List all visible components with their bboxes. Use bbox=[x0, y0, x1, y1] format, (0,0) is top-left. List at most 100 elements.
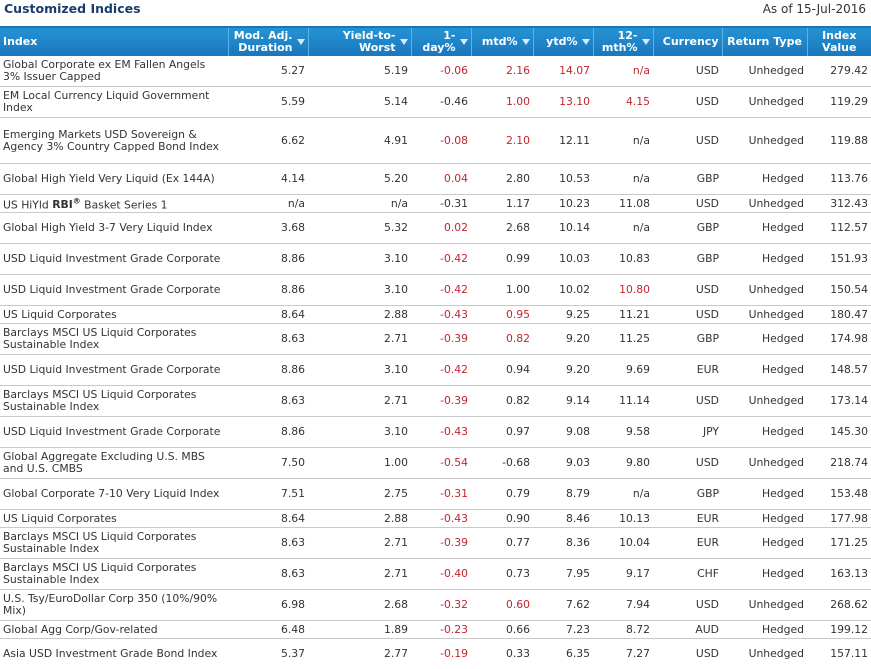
sort-triangle-icon[interactable] bbox=[642, 39, 650, 45]
cell-index-name[interactable]: Emerging Markets USD Sovereign & Agency … bbox=[0, 118, 228, 164]
table-row[interactable]: Global High Yield Very Liquid (Ex 144A)4… bbox=[0, 164, 871, 195]
cell-mtd: 0.66 bbox=[471, 621, 533, 639]
cell-index-name[interactable]: USD Liquid Investment Grade Corporate bbox=[0, 275, 228, 306]
cell-index-name[interactable]: Barclays MSCI US Liquid Corporates Susta… bbox=[0, 324, 228, 355]
cell-yield: 5.20 bbox=[308, 164, 411, 195]
sort-triangle-icon[interactable] bbox=[522, 39, 530, 45]
cell-return-type: Unhedged bbox=[722, 448, 807, 479]
col-header-12mth[interactable]: 12-mth% bbox=[593, 28, 653, 56]
cell-index-name[interactable]: Barclays MSCI US Liquid Corporates Susta… bbox=[0, 559, 228, 590]
cell-12mth: 7.27 bbox=[593, 639, 653, 669]
cell-index-name[interactable]: Barclays MSCI US Liquid Corporates Susta… bbox=[0, 528, 228, 559]
cell-index-name[interactable]: Global Corporate 7-10 Very Liquid Index bbox=[0, 479, 228, 510]
col-header-1day[interactable]: 1-day% bbox=[411, 28, 471, 56]
cell-1day: -0.39 bbox=[411, 528, 471, 559]
cell-index-name[interactable]: USD Liquid Investment Grade Corporate bbox=[0, 355, 228, 386]
cell-index-name[interactable]: US HiYld RBI® Basket Series 1 bbox=[0, 195, 228, 213]
cell-12mth: 10.13 bbox=[593, 510, 653, 528]
table-row[interactable]: Barclays MSCI US Liquid Corporates Susta… bbox=[0, 528, 871, 559]
cell-12mth: 8.72 bbox=[593, 621, 653, 639]
cell-yield: 2.77 bbox=[308, 639, 411, 669]
cell-index-name[interactable]: Global Corporate ex EM Fallen Angels 3% … bbox=[0, 56, 228, 87]
cell-ytd: 9.25 bbox=[533, 306, 593, 324]
cell-ytd: 12.11 bbox=[533, 118, 593, 164]
cell-index-value: 173.14 bbox=[807, 386, 871, 417]
table-row[interactable]: U.S. Tsy/EuroDollar Corp 350 (10%/90% Mi… bbox=[0, 590, 871, 621]
cell-12mth: n/a bbox=[593, 479, 653, 510]
cell-return-type: Unhedged bbox=[722, 275, 807, 306]
cell-return-type: Unhedged bbox=[722, 56, 807, 87]
cell-index-name[interactable]: USD Liquid Investment Grade Corporate bbox=[0, 417, 228, 448]
table-row[interactable]: Barclays MSCI US Liquid Corporates Susta… bbox=[0, 324, 871, 355]
cell-index-name[interactable]: EM Local Currency Liquid Government Inde… bbox=[0, 87, 228, 118]
cell-return-type: Unhedged bbox=[722, 118, 807, 164]
cell-ytd: 6.35 bbox=[533, 639, 593, 669]
cell-index-name[interactable]: U.S. Tsy/EuroDollar Corp 350 (10%/90% Mi… bbox=[0, 590, 228, 621]
cell-12mth: 10.04 bbox=[593, 528, 653, 559]
cell-index-name[interactable]: Global High Yield Very Liquid (Ex 144A) bbox=[0, 164, 228, 195]
cell-return-type: Hedged bbox=[722, 621, 807, 639]
cell-ytd: 9.03 bbox=[533, 448, 593, 479]
cell-index-name[interactable]: US Liquid Corporates bbox=[0, 306, 228, 324]
col-header-ytd[interactable]: ytd% bbox=[533, 28, 593, 56]
cell-1day: 0.02 bbox=[411, 213, 471, 244]
cell-duration: n/a bbox=[228, 195, 308, 213]
sort-triangle-icon[interactable] bbox=[582, 39, 590, 45]
cell-yield: n/a bbox=[308, 195, 411, 213]
cell-index-name[interactable]: US Liquid Corporates bbox=[0, 510, 228, 528]
cell-1day: 0.04 bbox=[411, 164, 471, 195]
sort-triangle-icon[interactable] bbox=[297, 39, 305, 45]
col-header-duration[interactable]: Mod. Adj. Duration bbox=[228, 28, 308, 56]
sort-triangle-icon[interactable] bbox=[460, 39, 468, 45]
cell-currency: AUD bbox=[653, 621, 722, 639]
cell-duration: 8.63 bbox=[228, 324, 308, 355]
col-header-label: Mod. Adj. Duration bbox=[234, 29, 293, 54]
cell-index-value: 268.62 bbox=[807, 590, 871, 621]
col-header-currency[interactable]: Currency bbox=[653, 28, 722, 56]
col-header-mtd[interactable]: mtd% bbox=[471, 28, 533, 56]
cell-index-name[interactable]: Global Agg Corp/Gov-related bbox=[0, 621, 228, 639]
table-row[interactable]: Global Aggregate Excluding U.S. MBS and … bbox=[0, 448, 871, 479]
cell-1day: -0.23 bbox=[411, 621, 471, 639]
cell-return-type: Unhedged bbox=[722, 87, 807, 118]
cell-duration: 7.51 bbox=[228, 479, 308, 510]
cell-currency: USD bbox=[653, 639, 722, 669]
cell-currency: JPY bbox=[653, 417, 722, 448]
cell-ytd: 7.95 bbox=[533, 559, 593, 590]
col-header-return-type[interactable]: Return Type bbox=[722, 28, 807, 56]
cell-mtd: 0.82 bbox=[471, 386, 533, 417]
cell-mtd: 0.99 bbox=[471, 244, 533, 275]
table-row[interactable]: Barclays MSCI US Liquid Corporates Susta… bbox=[0, 559, 871, 590]
col-header-label: mtd% bbox=[482, 35, 518, 48]
col-header-index[interactable]: Index bbox=[0, 28, 228, 56]
cell-duration: 8.64 bbox=[228, 510, 308, 528]
cell-index-name[interactable]: Barclays MSCI US Liquid Corporates Susta… bbox=[0, 386, 228, 417]
cell-index-name[interactable]: Global Aggregate Excluding U.S. MBS and … bbox=[0, 448, 228, 479]
col-header-index-value[interactable]: Index Value bbox=[807, 28, 871, 56]
table-row[interactable]: Emerging Markets USD Sovereign & Agency … bbox=[0, 118, 871, 164]
cell-mtd: 1.00 bbox=[471, 87, 533, 118]
table-row[interactable]: Barclays MSCI US Liquid Corporates Susta… bbox=[0, 386, 871, 417]
cell-index-name[interactable]: Global High Yield 3-7 Very Liquid Index bbox=[0, 213, 228, 244]
sort-triangle-icon[interactable] bbox=[400, 39, 408, 45]
cell-index-name[interactable]: USD Liquid Investment Grade Corporate bbox=[0, 244, 228, 275]
cell-index-value: 180.47 bbox=[807, 306, 871, 324]
cell-index-name[interactable]: Asia USD Investment Grade Bond Index bbox=[0, 639, 228, 669]
table-row[interactable]: EM Local Currency Liquid Government Inde… bbox=[0, 87, 871, 118]
cell-currency: GBP bbox=[653, 213, 722, 244]
table-row[interactable]: Global Corporate ex EM Fallen Angels 3% … bbox=[0, 56, 871, 87]
cell-12mth: 9.58 bbox=[593, 417, 653, 448]
cell-return-type: Hedged bbox=[722, 528, 807, 559]
col-header-yield[interactable]: Yield-to-Worst bbox=[308, 28, 411, 56]
